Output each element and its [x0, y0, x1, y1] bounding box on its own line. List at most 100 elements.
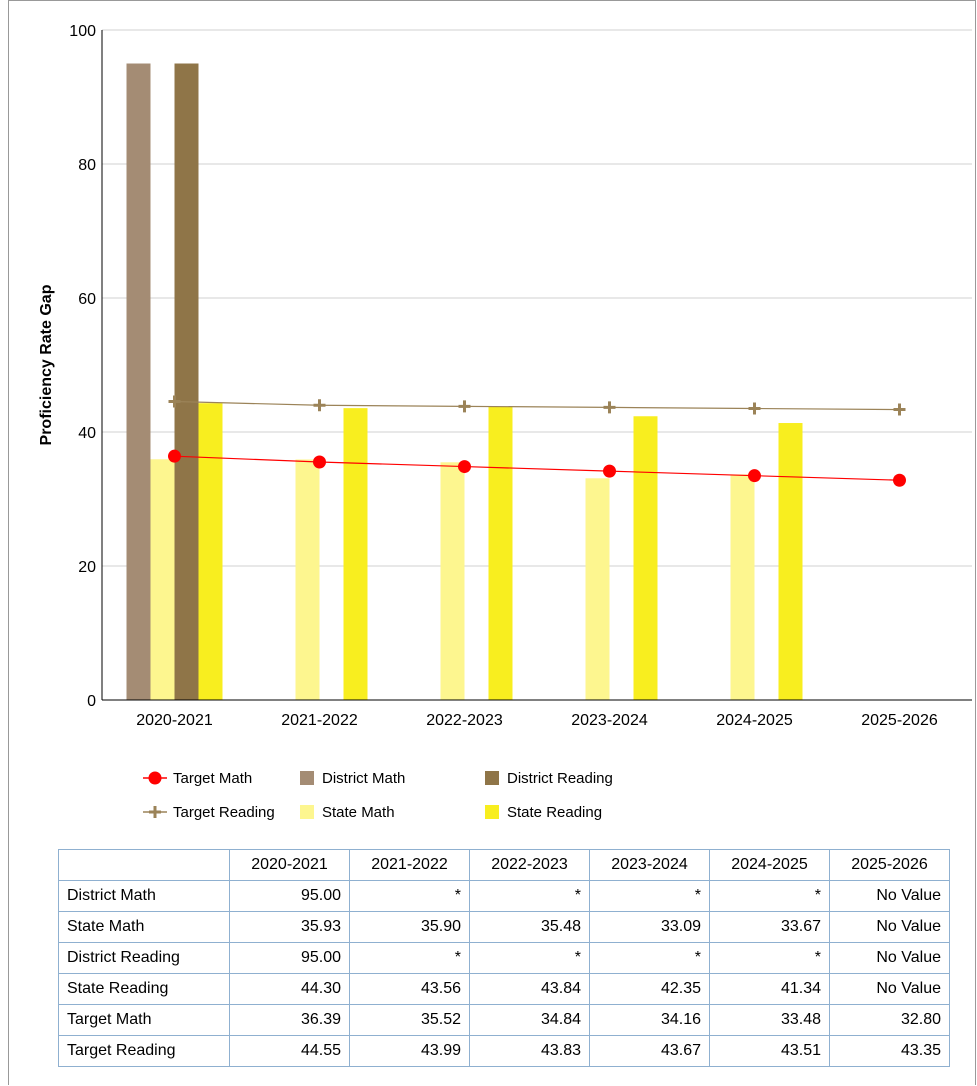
- point-target-math-2023-2024: [603, 464, 616, 478]
- bar-state-reading-2023-2024: [633, 416, 658, 700]
- table-cell: 43.99: [349, 1035, 470, 1067]
- legend-item-state-reading: State Reading: [485, 804, 602, 821]
- axes: 0 20 40 60 80 100 2020-2021 2021-2022 2022-2023 2…: [69, 23, 972, 729]
- legend-label-district-math: District Math: [322, 770, 405, 787]
- bar-district-reading-2020-2021: [174, 63, 199, 700]
- table-cell: 34.16: [589, 1004, 710, 1036]
- bar-state-math-2021-2022: [295, 459, 320, 700]
- table-cell: No Value: [829, 911, 950, 943]
- point-target-reading-2023-2024: [603, 401, 616, 414]
- table-row: Target Math 36.39 35.52 34.84 34.16 33.48 32.8…: [58, 1004, 950, 1036]
- table-cell: 35.48: [469, 911, 590, 943]
- legend: Target Math District Math District Reading…: [143, 770, 613, 821]
- table-cell: *: [349, 880, 470, 912]
- chart-frame: [8, 0, 976, 1085]
- table-column-header: 2020-2021: [229, 849, 350, 881]
- x-tick-label-2020-2021: 2020-2021: [136, 712, 213, 729]
- legend-label-state-reading: State Reading: [507, 804, 602, 821]
- table-cell: 43.84: [469, 973, 590, 1005]
- table-cell: 35.93: [229, 911, 350, 943]
- table-corner: [58, 849, 230, 881]
- gridlines: [102, 29, 972, 701]
- line-target-math: [174, 455, 900, 481]
- legend-label-district-reading: District Reading: [507, 770, 613, 787]
- table-header-row: 2020-2021 2021-2022 2022-2023 2023-2024 2024…: [58, 849, 950, 881]
- y-axis-title: Proficiency Rate Gap: [38, 284, 55, 445]
- bar-state-math-2023-2024: [585, 478, 610, 700]
- point-target-reading-2025-2026: [893, 403, 906, 416]
- table-cell: 33.48: [709, 1004, 830, 1036]
- table-cell: *: [589, 942, 710, 974]
- table-cell: *: [589, 880, 710, 912]
- legend-item-target-reading: Target Reading: [143, 804, 275, 821]
- point-target-math-2020-2021: [168, 449, 181, 463]
- table-column-header: 2022-2023: [469, 849, 590, 881]
- y-tick-label-100: 100: [69, 23, 96, 40]
- table-cell: No Value: [829, 880, 950, 912]
- chart: 0 20 40 60 80 100 2020-2021 2021-2022 2022-2023 2…: [38, 23, 972, 821]
- table-row: District Math 95.00 * * * * No Value: [58, 880, 950, 912]
- table-cell: 95.00: [229, 942, 350, 974]
- point-target-reading-2021-2022: [313, 399, 326, 412]
- legend-label-target-reading: Target Reading: [173, 804, 275, 821]
- table-cell: *: [469, 942, 590, 974]
- table-cell: 32.80: [829, 1004, 950, 1036]
- legend-item-state-math: State Math: [300, 804, 395, 821]
- table-cell: 36.39: [229, 1004, 350, 1036]
- table-column-header: 2021-2022: [349, 849, 470, 881]
- bar-state-math-2024-2025: [730, 474, 755, 700]
- x-tick-label-2021-2022: 2021-2022: [281, 712, 358, 729]
- table-cell: 95.00: [229, 880, 350, 912]
- table-cell: *: [709, 880, 830, 912]
- legend-item-district-reading: District Reading: [485, 770, 613, 787]
- legend-item-district-math: District Math: [300, 770, 405, 787]
- table-column-header: 2025-2026: [829, 849, 950, 881]
- legend-swatch-state-reading: [485, 805, 499, 819]
- x-tick-label-2024-2025: 2024-2025: [716, 712, 793, 729]
- table-cell: 44.30: [229, 973, 350, 1005]
- x-tick-label-2022-2023: 2022-2023: [426, 712, 503, 729]
- table-cell: *: [349, 942, 470, 974]
- table-cell: 43.35: [829, 1035, 950, 1067]
- table-cell: 34.84: [469, 1004, 590, 1036]
- table-column-header: 2024-2025: [709, 849, 830, 881]
- table-cell: 35.52: [349, 1004, 470, 1036]
- x-tick-label-2025-2026: 2025-2026: [861, 712, 938, 729]
- table-row-label: District Math: [58, 880, 230, 912]
- point-target-math-2025-2026: [893, 473, 906, 487]
- bar-state-reading-2021-2022: [343, 408, 368, 700]
- y-tick-label-40: 40: [78, 425, 96, 442]
- legend-label-state-math: State Math: [322, 804, 395, 821]
- bar-state-reading-2022-2023: [488, 406, 513, 700]
- point-target-math-2022-2023: [458, 460, 471, 474]
- bar-state-math-2020-2021: [150, 459, 175, 700]
- table-cell: 44.55: [229, 1035, 350, 1067]
- legend-label-target-math: Target Math: [173, 770, 252, 787]
- table-row-label: Target Reading: [58, 1035, 230, 1067]
- bar-state-reading-2020-2021: [198, 403, 223, 700]
- table-row: State Reading 44.30 43.56 43.84 42.35 41.34 No…: [58, 973, 950, 1005]
- table-row: District Reading 95.00 * * * * No Value: [58, 942, 950, 974]
- target-lines: [168, 395, 906, 487]
- table-row: State Math 35.93 35.90 35.48 33.09 33.67 No Va…: [58, 911, 950, 943]
- point-target-reading-2022-2023: [458, 400, 471, 413]
- table-row-label: State Reading: [58, 973, 230, 1005]
- table-row-label: Target Math: [58, 1004, 230, 1036]
- y-tick-label-60: 60: [78, 291, 96, 308]
- legend-swatch-district-reading: [485, 771, 499, 785]
- table-cell: 43.51: [709, 1035, 830, 1067]
- point-target-reading-2024-2025: [748, 402, 761, 415]
- table-cell: 41.34: [709, 973, 830, 1005]
- table-cell: 43.83: [469, 1035, 590, 1067]
- y-tick-label-0: 0: [87, 693, 96, 710]
- line-target-reading: [174, 400, 900, 411]
- table-cell: *: [469, 880, 590, 912]
- table-row-label: State Math: [58, 911, 230, 943]
- point-target-math-2021-2022: [313, 455, 326, 469]
- y-tick-label-80: 80: [78, 157, 96, 174]
- table-row-label: District Reading: [58, 942, 230, 974]
- data-table: 2020-2021 2021-2022 2022-2023 2023-2024 2024…: [58, 849, 950, 1067]
- point-target-math-2024-2025: [748, 469, 761, 483]
- table-column-header: 2023-2024: [589, 849, 710, 881]
- table-cell: 43.67: [589, 1035, 710, 1067]
